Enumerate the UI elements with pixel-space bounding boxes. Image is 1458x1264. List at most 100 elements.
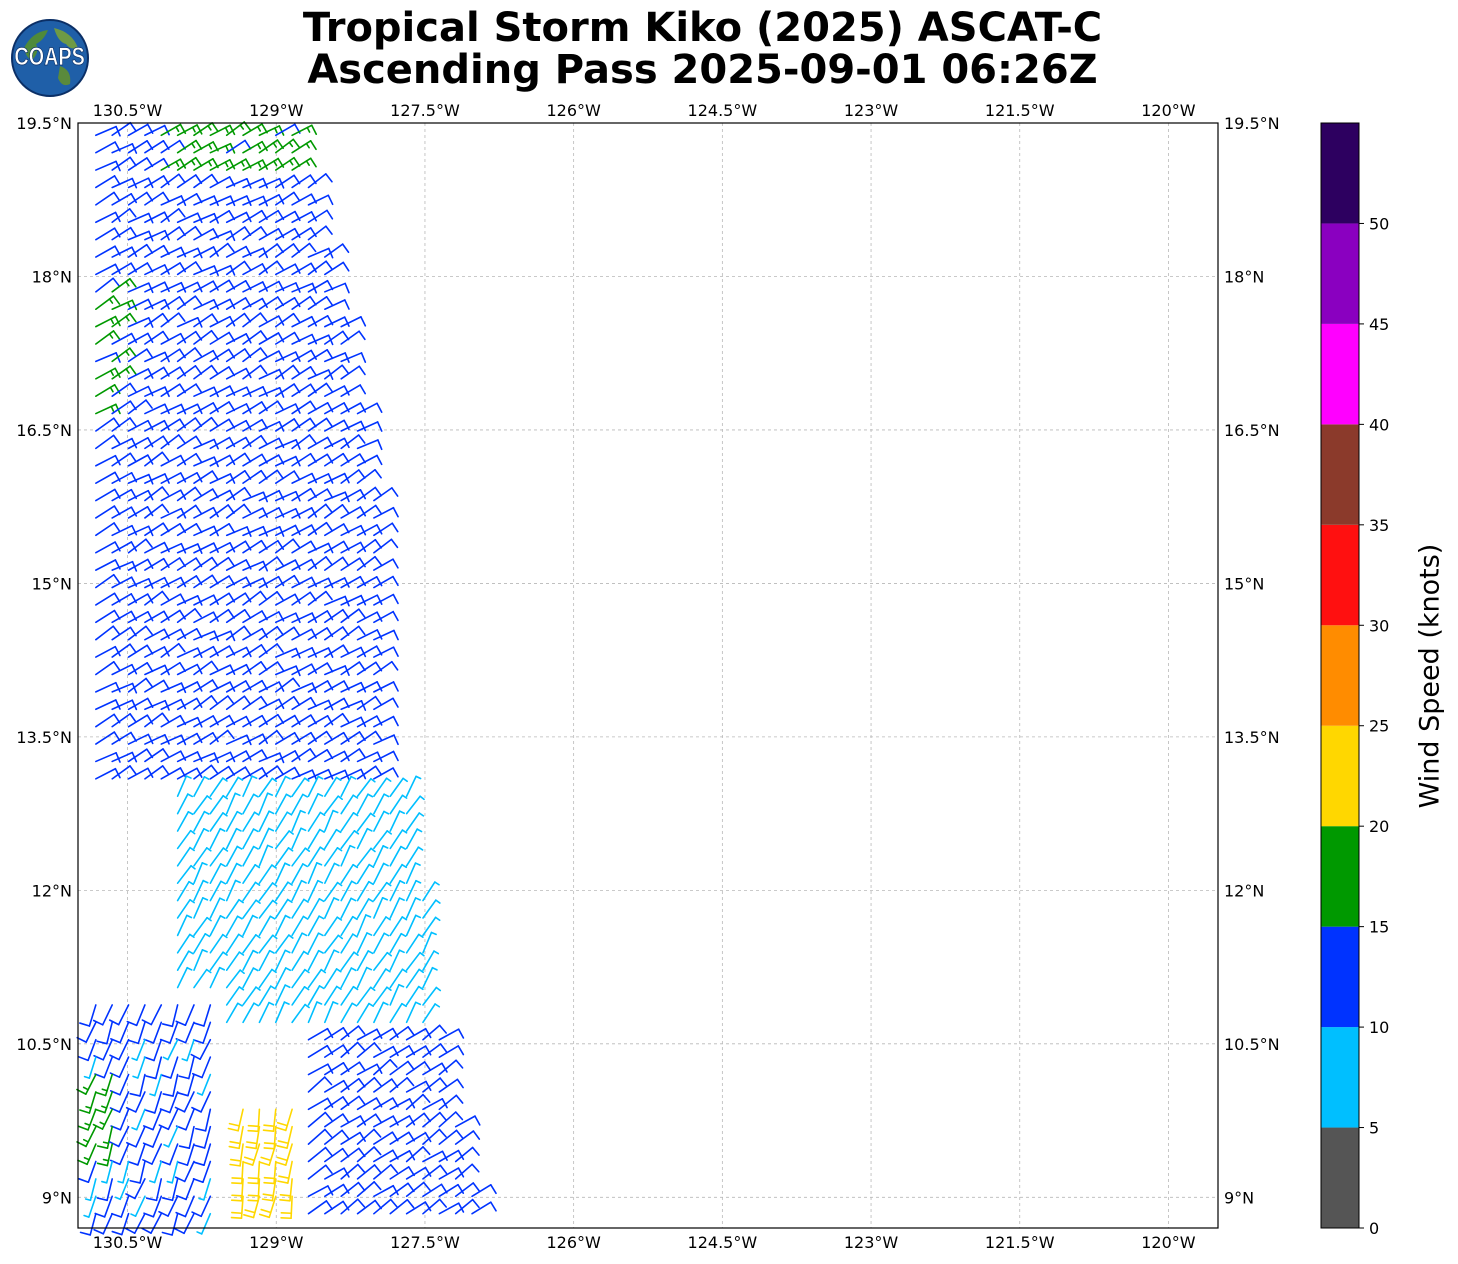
wind-barb (307, 1146, 333, 1163)
barb-flag (309, 400, 317, 411)
wind-barb (324, 949, 340, 971)
barb-staff (150, 1212, 163, 1234)
barb-flag (374, 555, 382, 566)
barb-flag (194, 295, 203, 306)
wind-barb (274, 312, 301, 328)
barb-staff (171, 1160, 179, 1184)
barb-flag (129, 121, 137, 132)
wind-barb (258, 625, 284, 641)
barb-staff (258, 125, 281, 137)
wind-barb (144, 451, 170, 467)
wind-barb (129, 1160, 146, 1184)
barb-staff (88, 1004, 97, 1027)
wind-barb (193, 916, 212, 937)
barb-staff (186, 1038, 195, 1062)
wind-barb (209, 863, 226, 884)
barb-staff (405, 812, 421, 832)
barb-half-flag (225, 144, 229, 152)
barb-staff (356, 1002, 370, 1024)
wind-barb (340, 453, 366, 467)
wind-barb (307, 715, 334, 728)
barb-half-flag (255, 986, 261, 991)
wind-barb (356, 827, 373, 850)
barb-half-flag (284, 914, 291, 919)
wind-barb (193, 810, 210, 832)
barb-staff (274, 793, 288, 815)
barb-flag (261, 297, 268, 309)
barb-flag (146, 644, 154, 655)
barb-flag (310, 696, 317, 708)
wind-barb (356, 914, 372, 937)
colorbar-bin (1321, 926, 1359, 1028)
barb-staff (193, 897, 204, 919)
barb-staff (284, 1143, 293, 1166)
barb-staff (340, 915, 354, 937)
barb-staff (373, 610, 394, 624)
barb-half-flag (222, 777, 228, 782)
barb-flag (146, 348, 154, 359)
barb-flag (262, 577, 269, 589)
barb-staff (340, 716, 362, 728)
barb-staff (209, 714, 231, 728)
barb-flag (179, 454, 187, 466)
barb-flag (92, 1123, 104, 1130)
barb-staff (373, 896, 384, 919)
barb-flag (472, 1182, 481, 1192)
barb-flag (92, 1019, 104, 1026)
barb-staff (111, 400, 132, 415)
wind-barb (324, 261, 350, 276)
barb-half-flag (335, 985, 342, 991)
wind-barb (193, 795, 212, 815)
barb-flag (161, 503, 170, 514)
wind-barb (389, 829, 408, 850)
barb-half-flag (284, 984, 291, 989)
barb-staff (291, 968, 306, 989)
barb-flag (422, 1093, 431, 1103)
barb-staff (193, 141, 215, 154)
barb-staff (307, 417, 328, 432)
barb-half-flag (317, 932, 324, 937)
barb-flag (111, 1212, 123, 1218)
barb-staff (225, 245, 247, 258)
coaps-logo: COAPS (11, 19, 89, 97)
barb-flag (246, 526, 252, 537)
barb-flag (226, 729, 235, 740)
barb-staff (340, 489, 362, 502)
barb-staff (134, 1178, 146, 1200)
barb-flag (194, 347, 202, 357)
barb-staff (291, 731, 312, 745)
barb-staff (389, 916, 404, 937)
barb-flag (424, 1201, 432, 1212)
wind-barb (275, 1108, 293, 1132)
wind-barb (291, 748, 317, 763)
wind-barb (279, 1178, 293, 1202)
barb-half-flag (110, 318, 115, 325)
wind-barb (389, 777, 408, 798)
barb-flag (162, 522, 170, 533)
barb-flag (125, 1106, 137, 1113)
barb-staff (356, 1164, 376, 1180)
wind-barb (159, 1021, 179, 1044)
wind-barb (127, 385, 154, 397)
barb-staff (274, 750, 296, 763)
wind-barb (324, 577, 350, 589)
wind-barb (405, 1132, 432, 1145)
barb-half-flag (203, 810, 210, 815)
barb-staff (422, 881, 436, 902)
wind-barb (373, 593, 399, 606)
barb-staff (307, 1185, 329, 1198)
wind-barb (373, 767, 399, 780)
wind-barb (274, 243, 301, 258)
wind-barb (242, 845, 259, 867)
wind-barb (324, 243, 350, 258)
barb-flag (195, 383, 203, 394)
barb-staff (176, 403, 199, 415)
wind-barb (340, 646, 367, 658)
barb-flag (141, 1019, 153, 1026)
barb-half-flag (125, 368, 130, 374)
barb-flag (357, 434, 366, 444)
wind-barb (144, 124, 170, 137)
barb-flag (129, 226, 137, 237)
wind-barb (340, 489, 367, 502)
barb-half-flag (333, 897, 340, 901)
